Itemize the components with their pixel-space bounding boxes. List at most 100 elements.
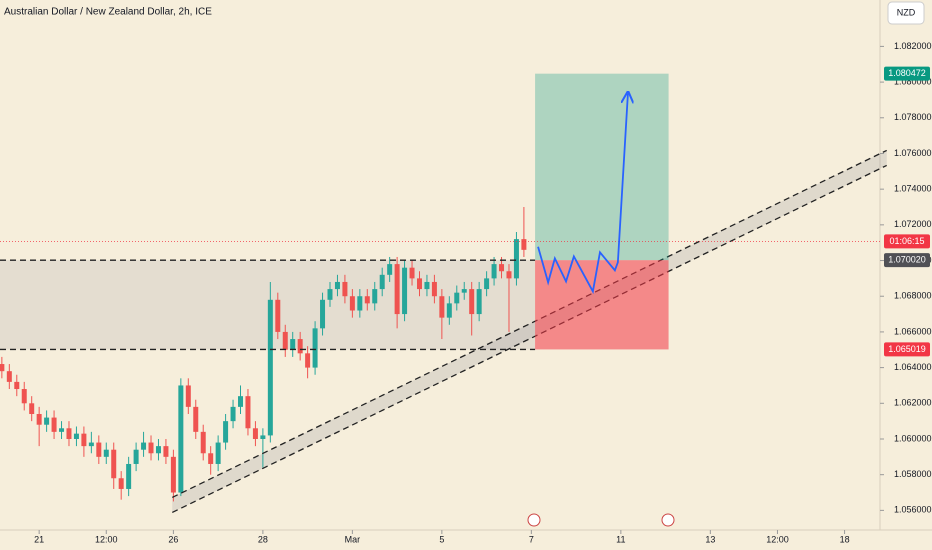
candle-body — [476, 289, 482, 315]
y-tick-label: 1.074000 — [894, 184, 932, 194]
candle-body — [327, 289, 333, 300]
candle-body — [14, 381, 20, 390]
candle-body — [230, 406, 236, 422]
y-tick-label: 1.076000 — [894, 148, 932, 158]
candle-body — [51, 417, 57, 432]
channel-line — [171, 149, 887, 498]
candle-body — [59, 428, 65, 432]
candle-body — [0, 364, 5, 372]
countdown-tag-label: 01:06:15 — [889, 236, 924, 246]
stop-tag — [884, 342, 930, 357]
x-tick-label: 12:00 — [95, 534, 118, 544]
candle-body — [305, 353, 311, 368]
candle-body — [200, 431, 206, 454]
candle-body — [88, 442, 94, 447]
candle-body — [439, 296, 445, 318]
candle-body — [521, 239, 527, 250]
candle-body — [409, 267, 415, 279]
loss-zone — [535, 260, 669, 350]
candle-body — [513, 239, 519, 279]
candle-body — [6, 371, 12, 382]
candle-body — [155, 446, 161, 454]
candle-body — [96, 442, 102, 457]
candle-body — [178, 385, 184, 493]
candle-body — [148, 442, 154, 454]
currency-button[interactable] — [887, 1, 925, 25]
entry-tag — [884, 253, 930, 268]
event-icon[interactable] — [661, 513, 675, 527]
candle-body — [290, 339, 296, 350]
x-tick-label: 12:00 — [766, 534, 789, 544]
candle-body — [334, 281, 340, 290]
candle-body — [357, 296, 363, 311]
candle-body — [394, 264, 400, 315]
candle-body — [141, 442, 147, 450]
candle-body — [387, 264, 393, 275]
candle-body — [506, 271, 512, 279]
y-tick-label: 1.066000 — [894, 326, 932, 336]
candle-body — [118, 478, 124, 489]
candle-body — [223, 421, 229, 443]
candle-body — [297, 339, 303, 354]
candle-body — [267, 299, 273, 436]
y-tick-label: 1.080000 — [894, 76, 932, 86]
x-tick-label: 26 — [168, 534, 178, 544]
candle-body — [372, 289, 378, 304]
y-tick-label: 1.058000 — [894, 469, 932, 479]
candle-body — [170, 456, 176, 493]
candle-body — [461, 289, 467, 293]
candle-body — [66, 428, 72, 439]
x-tick-label: 18 — [840, 534, 850, 544]
candle-body — [73, 433, 79, 439]
candle-body — [185, 385, 191, 407]
candle-body — [282, 331, 288, 350]
candle-body — [103, 449, 109, 457]
x-tick-label: 21 — [34, 534, 44, 544]
candle-body — [208, 453, 214, 464]
entry-tag-label: 1.070020 — [888, 255, 926, 265]
candle-body — [364, 296, 370, 304]
channel-band — [172, 150, 887, 513]
y-tick-label: 1.064000 — [894, 362, 932, 372]
candle-body — [36, 414, 42, 425]
candle-body — [320, 299, 326, 329]
y-tick-label: 1.062000 — [894, 398, 932, 408]
profit-zone — [535, 73, 669, 261]
y-tick-label: 1.072000 — [894, 219, 932, 229]
x-tick-label: 5 — [439, 534, 444, 544]
candle-body — [260, 435, 266, 439]
countdown-tag — [884, 234, 930, 249]
candle-body — [238, 396, 244, 407]
candle-body — [446, 303, 452, 318]
candle-body — [81, 433, 87, 447]
candle-body — [379, 274, 385, 290]
channel-line — [171, 164, 887, 513]
event-icon[interactable] — [527, 513, 541, 527]
y-tick-label: 1.068000 — [894, 291, 932, 301]
candle-body — [431, 281, 437, 297]
x-tick-label: 28 — [258, 534, 268, 544]
candle-body — [402, 267, 408, 315]
x-tick-label: 11 — [616, 534, 625, 544]
candle-body — [469, 289, 475, 315]
y-tick-label: 1.078000 — [894, 112, 932, 122]
target-tag-label: 1.080472 — [888, 68, 926, 78]
y-tick-label: 1.060000 — [894, 433, 932, 443]
candle-body — [424, 281, 430, 290]
x-tick-label: 7 — [529, 534, 534, 544]
candle-body — [484, 278, 490, 290]
candle-body — [163, 446, 169, 457]
candle-body — [29, 403, 35, 415]
target-tag — [884, 66, 930, 81]
currency-label[interactable]: NZD — [897, 7, 916, 17]
candle-body — [44, 417, 50, 425]
stop-tag-label: 1.065019 — [888, 344, 926, 354]
candle-body — [252, 428, 258, 439]
chart-title: Australian Dollar / New Zealand Dollar, … — [4, 7, 212, 18]
candle-body — [133, 449, 139, 464]
x-tick-label: Mar — [345, 534, 361, 544]
x-tick-label: 13 — [705, 534, 715, 544]
y-tick-label: 1.082000 — [894, 41, 932, 51]
